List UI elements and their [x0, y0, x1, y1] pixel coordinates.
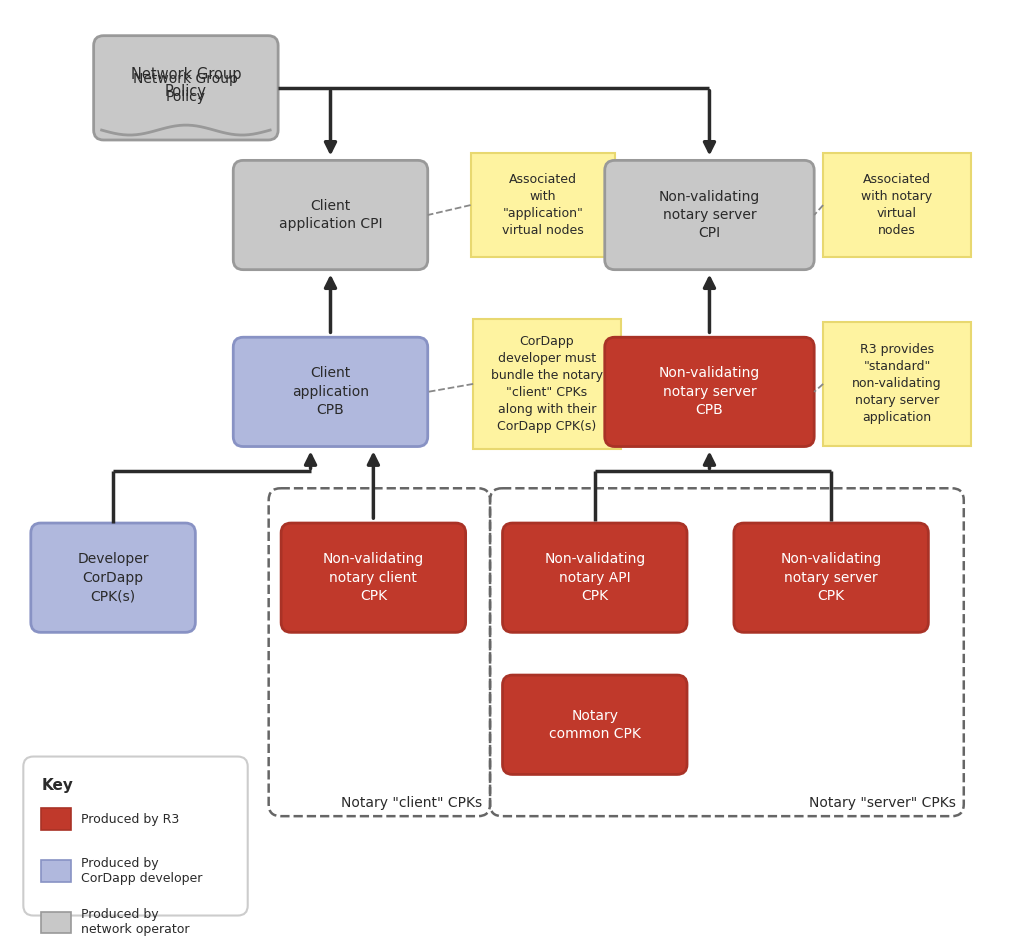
Text: Network Group
Policy: Network Group Policy [133, 72, 239, 104]
Text: Associated
with notary
virtual
nodes: Associated with notary virtual nodes [861, 173, 933, 237]
FancyBboxPatch shape [502, 675, 687, 774]
FancyBboxPatch shape [24, 757, 248, 916]
Text: Notary "client" CPKs: Notary "client" CPKs [341, 796, 482, 810]
Bar [823, 322, 971, 446]
Text: Produced by
network operator: Produced by network operator [81, 908, 190, 936]
Text: Non-validating
notary client
CPK: Non-validating notary client CPK [323, 552, 424, 603]
FancyBboxPatch shape [41, 860, 71, 882]
FancyBboxPatch shape [41, 808, 71, 830]
Text: Client
application CPI: Client application CPI [279, 199, 382, 231]
Text: Non-validating
notary server
CPK: Non-validating notary server CPK [780, 552, 882, 603]
Text: Non-validating
notary server
CPI: Non-validating notary server CPI [659, 190, 761, 240]
FancyBboxPatch shape [93, 36, 278, 140]
Bar [470, 153, 615, 257]
Text: Key: Key [41, 778, 73, 793]
Text: Notary
common CPK: Notary common CPK [548, 709, 641, 741]
Bar [823, 153, 971, 257]
Text: CorDapp
developer must
bundle the notary
"client" CPKs
along with their
CorDapp : CorDapp developer must bundle the notary… [491, 335, 603, 433]
FancyBboxPatch shape [734, 523, 929, 632]
Text: Associated
with
"application"
virtual nodes: Associated with "application" virtual no… [502, 173, 584, 237]
FancyBboxPatch shape [41, 912, 71, 933]
FancyBboxPatch shape [502, 523, 687, 632]
Text: Non-validating
notary API
CPK: Non-validating notary API CPK [544, 552, 646, 603]
FancyBboxPatch shape [605, 337, 814, 447]
Bar [474, 319, 621, 449]
Text: Network Group
Policy: Network Group Policy [130, 67, 241, 99]
Text: Produced by R3: Produced by R3 [81, 813, 179, 825]
FancyBboxPatch shape [605, 160, 814, 270]
Text: Notary "server" CPKs: Notary "server" CPKs [809, 796, 955, 810]
Text: Developer
CorDapp
CPK(s): Developer CorDapp CPK(s) [77, 552, 149, 603]
Text: Produced by
CorDapp developer: Produced by CorDapp developer [81, 857, 203, 885]
FancyBboxPatch shape [31, 523, 196, 632]
FancyBboxPatch shape [234, 160, 427, 270]
FancyBboxPatch shape [234, 337, 427, 447]
FancyBboxPatch shape [281, 523, 465, 632]
Text: Client
application
CPB: Client application CPB [292, 366, 369, 417]
Text: R3 provides
"standard"
non-validating
notary server
application: R3 provides "standard" non-validating no… [852, 343, 942, 424]
Text: Non-validating
notary server
CPB: Non-validating notary server CPB [659, 366, 761, 417]
